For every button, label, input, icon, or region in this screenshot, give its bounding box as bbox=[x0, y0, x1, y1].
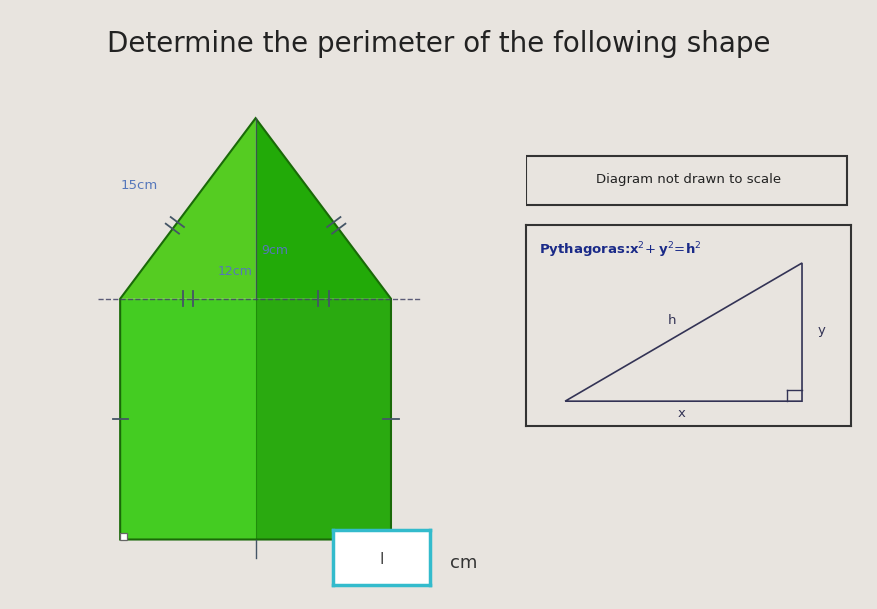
Text: Diagram not drawn to scale: Diagram not drawn to scale bbox=[595, 173, 781, 186]
Polygon shape bbox=[255, 299, 391, 540]
Text: 15cm: 15cm bbox=[120, 180, 158, 192]
Polygon shape bbox=[120, 299, 255, 540]
Text: Pythagoras:$\mathbf{x}^2\!+\mathbf{y}^2\!=\!\mathbf{h}^2$: Pythagoras:$\mathbf{x}^2\!+\mathbf{y}^2\… bbox=[539, 241, 702, 260]
Text: 9cm: 9cm bbox=[261, 244, 289, 257]
Polygon shape bbox=[391, 533, 398, 540]
Text: 12cm: 12cm bbox=[217, 265, 253, 278]
Text: x: x bbox=[678, 407, 686, 420]
Text: h: h bbox=[668, 314, 676, 327]
Text: Determine the perimeter of the following shape: Determine the perimeter of the following… bbox=[107, 30, 770, 58]
Text: cm: cm bbox=[450, 554, 477, 572]
Polygon shape bbox=[120, 533, 127, 540]
Text: I: I bbox=[379, 552, 384, 568]
Text: y: y bbox=[817, 325, 825, 337]
Polygon shape bbox=[255, 118, 391, 299]
FancyBboxPatch shape bbox=[526, 155, 847, 205]
Polygon shape bbox=[120, 118, 255, 299]
